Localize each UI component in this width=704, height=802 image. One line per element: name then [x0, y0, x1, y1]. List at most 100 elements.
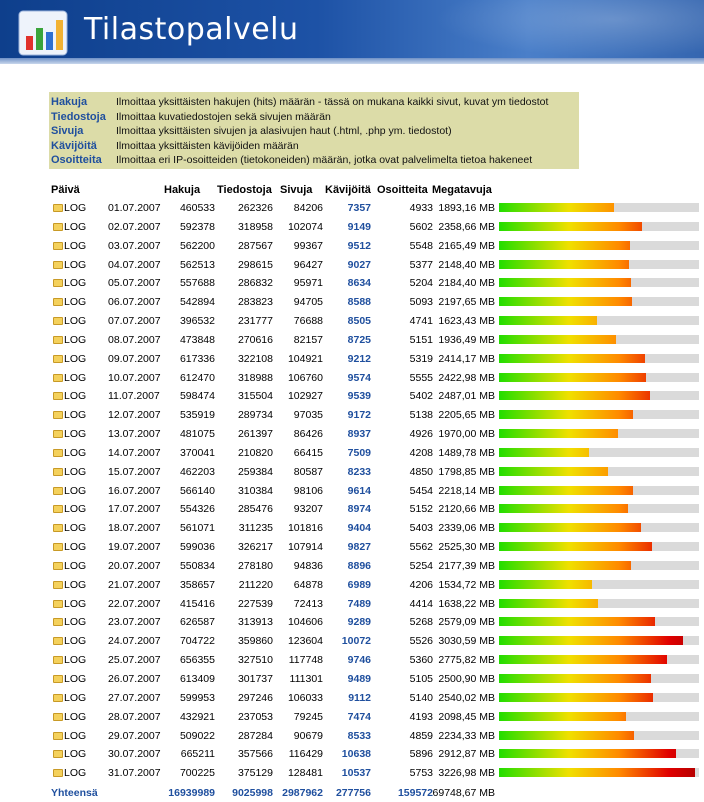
traffic-bar [499, 692, 699, 702]
traffic-cell: 1936,49 MB [438, 333, 495, 346]
addresses-cell: 4741 [409, 315, 433, 328]
visits-cell: 9027 [347, 258, 371, 271]
hits-cell: 460533 [179, 202, 215, 214]
traffic-bar [499, 542, 699, 552]
log-link[interactable]: LOG [64, 597, 87, 610]
addresses-cell: 4206 [409, 578, 433, 591]
log-link[interactable]: LOG [64, 503, 87, 516]
hits-cell: 612470 [179, 371, 215, 384]
pages-cell: 104921 [287, 352, 323, 365]
log-link[interactable]: LOG [64, 428, 87, 441]
log-link[interactable]: LOG [64, 541, 87, 554]
log-link[interactable]: LOG [64, 409, 87, 422]
pages-cell: 102074 [287, 220, 323, 233]
log-link[interactable]: LOG [64, 277, 87, 290]
log-link[interactable]: LOG [64, 390, 87, 403]
visits-cell: 8725 [347, 333, 371, 346]
traffic-bar-fill [499, 316, 598, 326]
log-link[interactable]: LOG [64, 691, 87, 704]
files-cell: 311235 [238, 522, 273, 535]
log-link[interactable]: LOG [64, 352, 87, 365]
pages-cell: 106760 [287, 371, 323, 384]
legend-box: Hakuja Ilmoittaa yksittäisten hakujen (hi… [49, 92, 579, 169]
pages-cell: 101816 [287, 522, 323, 535]
folder-icon [53, 204, 63, 212]
log-link[interactable]: LOG [64, 635, 87, 648]
hits-cell: 561071 [179, 522, 215, 535]
date-cell: 05.07.2007 [108, 277, 161, 290]
addresses-cell: 5377 [409, 258, 433, 271]
traffic-bar [499, 579, 699, 589]
folder-icon [53, 486, 63, 495]
traffic-bar [499, 523, 699, 533]
log-link[interactable]: LOG [64, 239, 87, 252]
date-cell: 14.07.2007 [108, 446, 161, 459]
date-cell: 08.07.2007 [108, 333, 161, 346]
pages-cell: 117748 [288, 654, 323, 667]
log-link[interactable]: LOG [64, 202, 87, 214]
col-header-date: Päivä [51, 184, 80, 196]
log-link[interactable]: LOG [64, 559, 87, 572]
pages-cell: 66415 [293, 446, 323, 459]
log-link[interactable]: LOG [64, 767, 87, 780]
hits-cell: 396532 [179, 315, 215, 328]
log-link[interactable]: LOG [64, 748, 87, 761]
table-row: LOG 25.07.2007 656355 327510 117748 9746 5360 2… [51, 651, 701, 669]
date-cell: 12.07.2007 [108, 409, 161, 422]
addresses-cell: 5896 [409, 748, 433, 761]
log-link[interactable]: LOG [64, 315, 87, 328]
addresses-cell: 5319 [409, 352, 433, 365]
hits-cell: 432921 [179, 710, 215, 723]
addresses-cell: 4193 [409, 710, 433, 723]
files-cell: 227539 [237, 597, 273, 610]
table-row: LOG 03.07.2007 562200 287567 99367 9512 5548 21… [51, 237, 701, 255]
visits-cell: 8896 [347, 559, 371, 572]
traffic-bar-fill [499, 730, 635, 740]
pages-cell: 94836 [293, 559, 323, 572]
log-link[interactable]: LOG [64, 371, 87, 384]
date-cell: 25.07.2007 [108, 654, 161, 667]
log-link[interactable]: LOG [64, 654, 87, 667]
pages-cell: 96427 [293, 258, 323, 271]
folder-icon [53, 448, 63, 457]
traffic-cell: 1798,85 MB [438, 465, 495, 478]
log-link[interactable]: LOG [64, 296, 87, 309]
traffic-bar-fill [499, 655, 668, 665]
hits-cell: 473848 [179, 333, 215, 346]
log-link[interactable]: LOG [64, 522, 87, 535]
addresses-cell: 5562 [409, 541, 433, 554]
legend-description: Ilmoittaa yksittäisten hakujen (hits) mä… [116, 96, 549, 108]
log-link[interactable]: LOG [64, 220, 87, 233]
traffic-cell: 2775,82 MB [438, 654, 495, 667]
visits-cell: 8588 [347, 296, 371, 309]
log-link[interactable]: LOG [64, 729, 87, 742]
files-cell: 287284 [237, 729, 273, 742]
log-link[interactable]: LOG [64, 710, 87, 723]
log-link[interactable]: LOG [64, 465, 87, 478]
hits-cell: 509022 [179, 729, 215, 742]
log-link[interactable]: LOG [64, 258, 87, 271]
log-link[interactable]: LOG [64, 578, 87, 591]
log-link[interactable]: LOG [64, 616, 87, 629]
pages-cell: 79245 [293, 710, 323, 723]
hits-cell: 462203 [179, 465, 215, 478]
date-cell: 19.07.2007 [108, 541, 161, 554]
log-link[interactable]: LOG [64, 333, 87, 346]
table-row: LOG 26.07.2007 613409 301737 111301 9489 5105 2… [51, 670, 701, 688]
traffic-bar-fill [499, 353, 646, 363]
traffic-cell: 3226,98 MB [438, 767, 495, 780]
files-cell: 287567 [237, 239, 273, 252]
log-link[interactable]: LOG [64, 673, 87, 685]
files-cell: 315504 [237, 390, 273, 403]
app-header: Tilastopalvelu [0, 0, 704, 64]
files-cell: 318988 [237, 371, 273, 384]
folder-icon [53, 430, 63, 439]
log-link[interactable]: LOG [64, 484, 87, 497]
traffic-bar-fill [499, 278, 632, 288]
visits-cell: 10072 [341, 635, 371, 648]
traffic-cell: 1970,00 MB [438, 428, 495, 441]
traffic-bar-fill [499, 617, 656, 627]
log-link[interactable]: LOG [64, 446, 87, 459]
date-cell: 24.07.2007 [108, 635, 161, 648]
date-cell: 02.07.2007 [108, 220, 161, 233]
